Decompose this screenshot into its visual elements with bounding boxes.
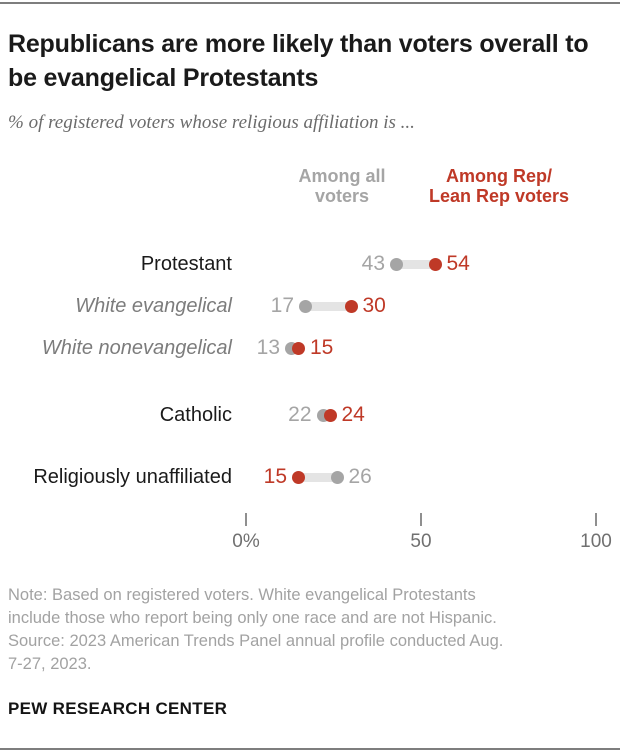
chart-subtitle: % of registered voters whose religious a… (8, 112, 415, 133)
top-divider (0, 2, 620, 4)
value-all-voters: 13 (256, 336, 280, 359)
x-axis-tick (245, 513, 247, 526)
page-title: Republicans are more likely than voters … (8, 30, 589, 92)
dot-all-voters (390, 257, 403, 271)
value-all-voters: 26 (348, 465, 372, 488)
dot-connector (298, 472, 337, 482)
legend-all-voters: Among all voters (298, 166, 386, 206)
dot-rep-voters (323, 408, 337, 422)
category-label: Catholic (159, 404, 232, 426)
dot-plot: Protestant 43 54 White evangelical 17 30 White… (33, 252, 612, 552)
x-axis-tick-label: 50 (410, 531, 432, 552)
category-label: White nonevangelical (41, 337, 232, 359)
x-axis-tick (420, 513, 422, 526)
category-label: Religiously unaffiliated (33, 466, 232, 488)
x-axis-tick-label: 0% (232, 531, 260, 552)
dot-rep-voters (344, 299, 358, 313)
category-label: Protestant (140, 253, 232, 275)
bottom-divider (0, 748, 620, 750)
note-text: Note: Based on registered voters. White … (8, 586, 504, 673)
value-rep-voters: 15 (310, 336, 334, 359)
value-all-voters: 17 (270, 294, 294, 317)
dot-rep-voters (292, 341, 305, 355)
legend-rep-voters: Among Rep/ Lean Rep voters (428, 166, 570, 206)
source-attribution: PEW RESEARCH CENTER (8, 699, 228, 718)
value-rep-voters: 54 (446, 252, 470, 275)
value-rep-voters: 15 (263, 465, 287, 488)
dot-connector (396, 259, 435, 269)
value-rep-voters: 30 (362, 294, 386, 317)
value-rep-voters: 24 (341, 403, 365, 426)
dot-rep-voters (292, 470, 305, 484)
dot-connector (305, 301, 351, 311)
x-axis-tick-label: 100 (580, 531, 612, 552)
dot-all-voters (330, 470, 344, 484)
dot-rep-voters (428, 257, 442, 271)
value-all-voters: 22 (288, 403, 312, 426)
category-label: White evangelical (75, 295, 232, 317)
x-axis-tick (595, 513, 597, 526)
value-all-voters: 43 (361, 252, 385, 275)
dot-all-voters (299, 299, 312, 313)
